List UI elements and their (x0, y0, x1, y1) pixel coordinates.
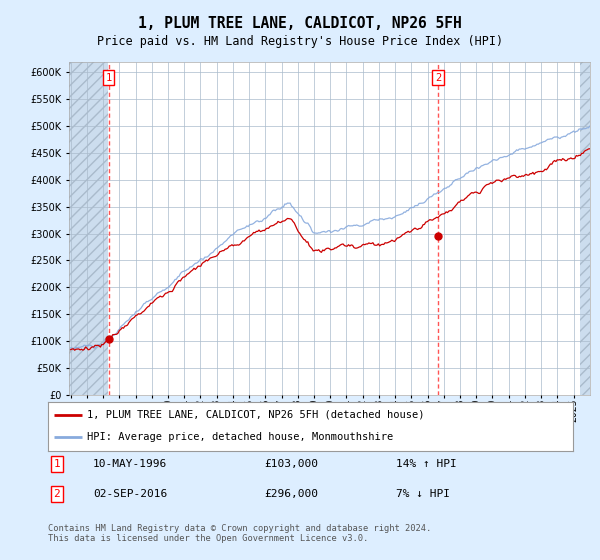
Text: 10-MAY-1996: 10-MAY-1996 (93, 459, 167, 469)
Text: 2: 2 (53, 489, 61, 499)
Text: 7% ↓ HPI: 7% ↓ HPI (396, 489, 450, 499)
Bar (580, 62, 592, 395)
Text: 1: 1 (53, 459, 61, 469)
Text: 14% ↑ HPI: 14% ↑ HPI (396, 459, 457, 469)
Bar (69, 62, 108, 395)
Text: 2: 2 (435, 73, 441, 83)
Text: £296,000: £296,000 (264, 489, 318, 499)
Text: 1, PLUM TREE LANE, CALDICOT, NP26 5FH (detached house): 1, PLUM TREE LANE, CALDICOT, NP26 5FH (d… (88, 410, 425, 420)
Text: Contains HM Land Registry data © Crown copyright and database right 2024.
This d: Contains HM Land Registry data © Crown c… (48, 524, 431, 543)
Text: 1, PLUM TREE LANE, CALDICOT, NP26 5FH: 1, PLUM TREE LANE, CALDICOT, NP26 5FH (138, 16, 462, 31)
Text: 02-SEP-2016: 02-SEP-2016 (93, 489, 167, 499)
Text: £103,000: £103,000 (264, 459, 318, 469)
Text: 1: 1 (106, 73, 112, 83)
Text: Price paid vs. HM Land Registry's House Price Index (HPI): Price paid vs. HM Land Registry's House … (97, 35, 503, 48)
Text: HPI: Average price, detached house, Monmouthshire: HPI: Average price, detached house, Monm… (88, 432, 394, 442)
